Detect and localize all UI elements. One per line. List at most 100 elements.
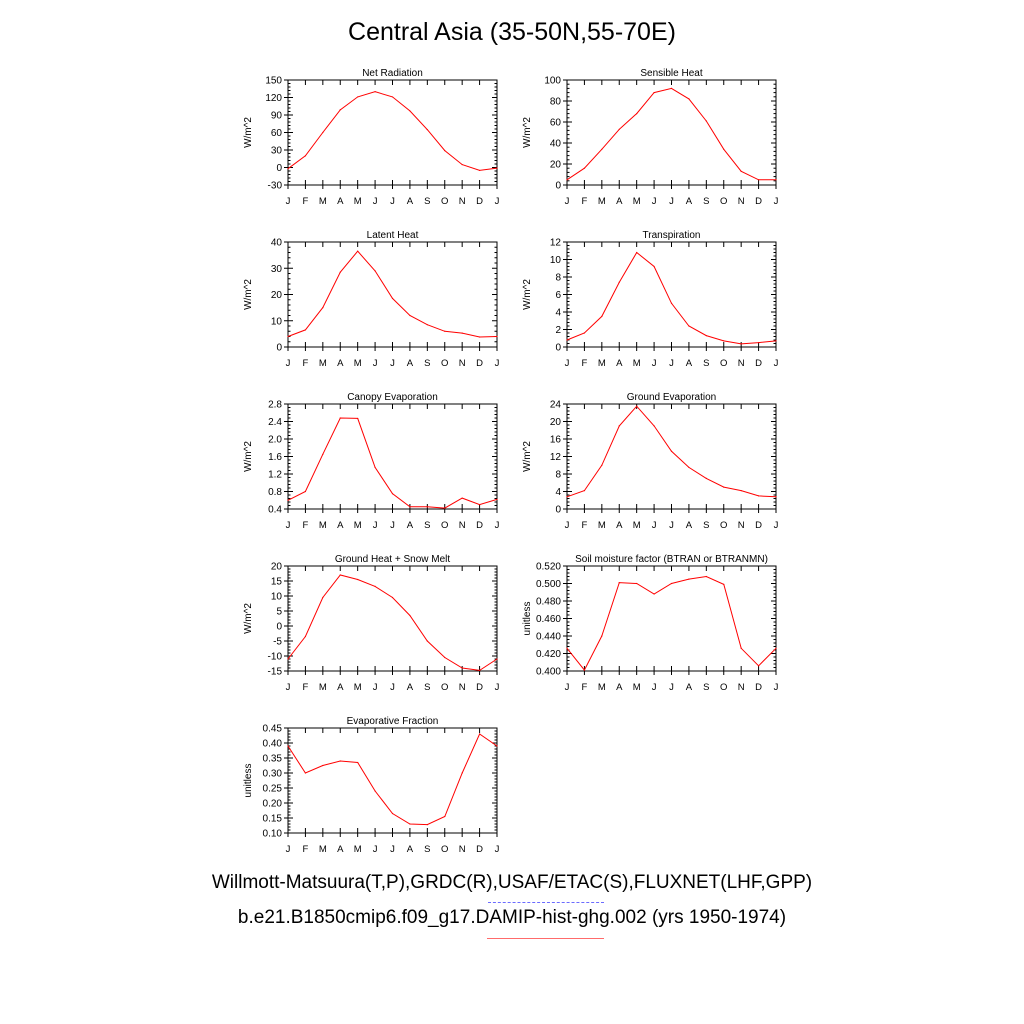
y-axis-label: W/m^2 xyxy=(522,279,533,310)
y-tick-label: 0 xyxy=(276,622,282,633)
data-point xyxy=(374,466,376,469)
x-tick-label: D xyxy=(755,358,762,369)
x-tick-label: N xyxy=(738,520,745,531)
y-axis-label: W/m^2 xyxy=(243,279,254,310)
data-point xyxy=(618,128,620,130)
x-tick-label: J xyxy=(373,196,378,207)
series-line-model xyxy=(566,251,777,345)
y-tick-label: 0.15 xyxy=(263,814,283,825)
y-tick-label: 12 xyxy=(550,452,562,463)
data-point xyxy=(757,342,760,344)
legend-observations-label: Willmott-Matsuura(T,P),GRDC(R),USAF/ETAC… xyxy=(211,872,813,893)
data-point xyxy=(740,343,742,345)
x-tick-label: J xyxy=(495,358,500,369)
data-point xyxy=(653,265,655,268)
plot-frame xyxy=(287,565,498,672)
data-point xyxy=(566,496,568,498)
y-tick-label: 0.4 xyxy=(268,505,282,516)
data-point xyxy=(461,667,463,669)
data-point xyxy=(409,823,411,825)
data-point xyxy=(444,815,446,818)
series-line-model xyxy=(287,91,498,171)
data-point xyxy=(670,450,673,452)
x-tick-label: M xyxy=(354,520,362,531)
x-tick-label: A xyxy=(337,196,344,207)
chart-panel-9: Evaporative Fraction 0.10 0.15 0.20 0.25 0.30… xyxy=(243,716,500,855)
y-tick-label: 20 xyxy=(271,290,283,301)
data-point xyxy=(705,575,707,578)
y-tick-label: -30 xyxy=(268,181,283,192)
page-title: Central Asia (35-50N,55-70E) xyxy=(348,18,676,46)
x-tick-label: J xyxy=(774,682,779,693)
data-point xyxy=(444,149,446,152)
y-tick-label: 0.40 xyxy=(263,739,283,750)
data-point xyxy=(653,593,655,595)
data-point xyxy=(566,339,568,341)
data-point xyxy=(461,772,463,774)
data-point xyxy=(583,669,586,671)
x-tick-label: A xyxy=(616,520,623,531)
x-tick-label: M xyxy=(633,682,641,693)
chart-title: Sensible Heat xyxy=(640,68,702,79)
x-tick-label: M xyxy=(319,682,327,693)
x-tick-label: S xyxy=(703,358,709,369)
x-tick-label: A xyxy=(616,682,623,693)
y-tick-label: 0.520 xyxy=(536,562,561,573)
y-tick-label: 1.6 xyxy=(268,452,282,463)
data-point xyxy=(461,332,463,334)
data-point xyxy=(357,417,359,420)
y-axis-label: unitless xyxy=(243,764,254,798)
y-tick-label: 2.0 xyxy=(268,435,282,446)
plot-frame xyxy=(566,403,777,510)
data-point xyxy=(426,128,428,131)
x-tick-label: A xyxy=(616,358,623,369)
y-tick-label: 30 xyxy=(271,146,283,157)
x-tick-label: J xyxy=(774,196,779,207)
data-point xyxy=(496,498,498,500)
x-tick-label: J xyxy=(652,520,657,531)
x-tick-label: J xyxy=(669,358,674,369)
y-tick-label: 20 xyxy=(550,160,562,171)
y-tick-label: 80 xyxy=(550,97,562,108)
data-point xyxy=(705,477,707,479)
chart-title: Ground Evaporation xyxy=(627,392,717,403)
y-tick-label: 12 xyxy=(550,238,562,249)
chart-title: Ground Heat + Snow Melt xyxy=(335,554,451,565)
x-tick-label: F xyxy=(582,196,588,207)
plot-frame xyxy=(287,241,498,348)
x-tick-label: D xyxy=(755,520,762,531)
chart-title: Canopy Evaporation xyxy=(347,392,438,403)
data-point xyxy=(409,314,411,317)
series-line-model xyxy=(566,87,776,181)
chart-panel-5: Canopy Evaporation 0.4 0.8 1.2 1.6 2.0 2.4 2.8 J… xyxy=(243,392,500,531)
data-point xyxy=(775,496,777,498)
x-tick-label: O xyxy=(441,358,448,369)
data-point xyxy=(426,324,428,326)
x-tick-label: O xyxy=(441,844,448,855)
data-point xyxy=(636,582,638,585)
data-point xyxy=(391,812,394,815)
x-tick-label: S xyxy=(424,844,430,855)
x-tick-label: S xyxy=(424,682,430,693)
x-tick-label: M xyxy=(354,196,362,207)
data-point xyxy=(409,614,411,617)
data-point xyxy=(409,506,411,508)
data-point xyxy=(636,405,638,407)
x-tick-label: J xyxy=(286,844,291,855)
x-tick-label: O xyxy=(441,682,448,693)
x-tick-label: M xyxy=(633,196,641,207)
y-axis-label: W/m^2 xyxy=(522,441,533,472)
x-tick-label: J xyxy=(774,520,779,531)
x-tick-label: A xyxy=(337,358,344,369)
x-tick-label: M xyxy=(354,844,362,855)
data-point xyxy=(670,302,673,304)
y-tick-label: 0.8 xyxy=(268,487,282,498)
data-point xyxy=(426,506,428,508)
y-tick-label: -10 xyxy=(268,652,283,663)
data-point xyxy=(601,635,603,637)
x-tick-label: F xyxy=(582,520,588,531)
x-tick-label: J xyxy=(390,196,395,207)
